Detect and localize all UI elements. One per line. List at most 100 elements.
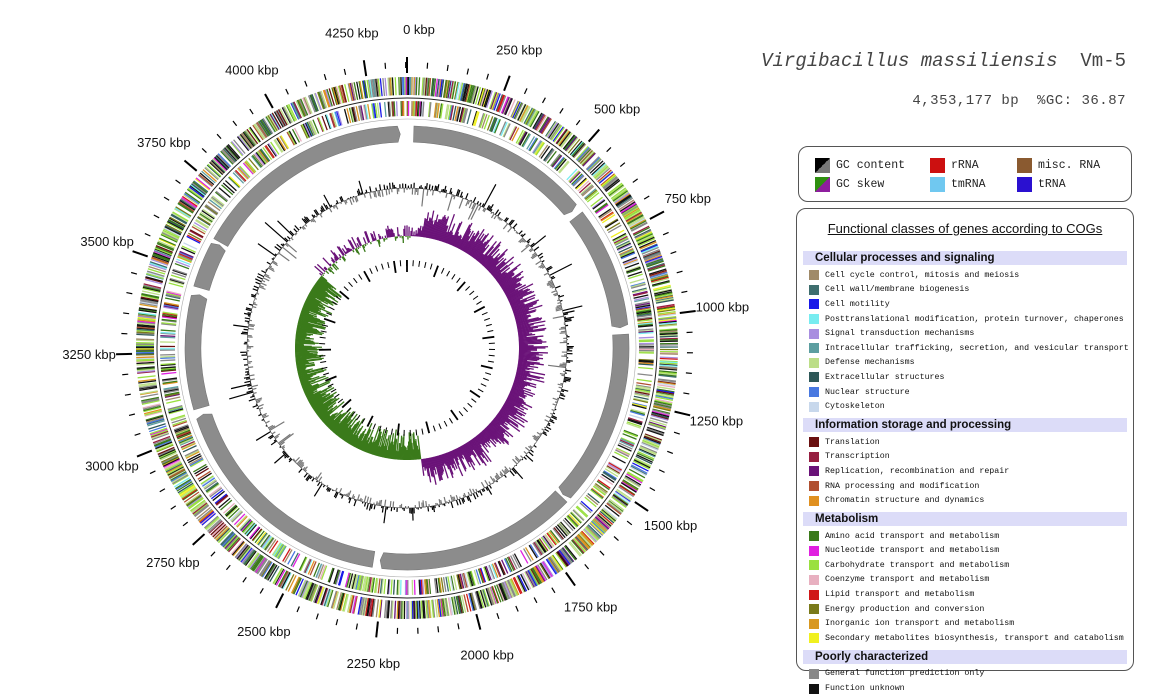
gene-feature [215,494,228,505]
gene-feature [470,592,476,611]
gc-skew-bar [462,240,470,252]
gene-feature [566,515,579,527]
gene-feature [461,107,466,123]
gene-feature [137,370,156,373]
gene-feature [436,78,440,97]
gc-skew-bar [517,326,539,332]
gene-feature [521,572,532,590]
gc-skew-bar [327,413,342,428]
gene-feature [153,438,172,447]
gc-skew-bar [504,283,523,295]
gc-content-bar [360,498,363,502]
gc-content-bar [558,396,565,400]
gene-feature [241,548,254,564]
gc-skew-bar [433,219,440,240]
gc-content-bar [547,423,551,427]
gc-content-bar [365,189,368,194]
gene-feature [239,133,252,149]
gc-content-bar [298,461,304,467]
gene-feature [136,358,155,361]
gene-feature [224,534,238,550]
gene-feature [574,177,587,189]
gene-feature [220,531,235,546]
gene-feature [317,91,325,110]
gc-skew-bar [426,458,430,469]
gene-feature [192,503,208,516]
gene-feature [136,357,155,360]
gc-skew-bar [498,272,515,285]
gene-feature [355,574,360,590]
gc-skew-bar [297,322,326,330]
gene-feature [529,568,540,586]
gene-feature [498,560,506,575]
gc-content-bar [436,184,440,192]
gc-skew-bar [517,366,530,371]
gc-content-bar [554,401,558,404]
gc-skew-bar [513,380,537,389]
gc-skew-bar [355,247,360,255]
gc-skew-bar [518,340,543,343]
gc-content-bar [504,468,509,473]
gene-feature [636,234,654,244]
gene-feature [174,262,190,270]
gene-feature [645,256,663,265]
gc-content-bar [555,307,563,311]
gene-feature [256,531,267,545]
cog-color-swatch [809,314,819,325]
gene-feature [264,537,274,551]
gc-content-bar [501,469,506,475]
gc-content-bar [253,285,259,289]
gc-skew-bar [322,414,331,422]
gene-feature [168,408,184,414]
gene-feature [549,529,561,543]
gene-feature [532,140,543,154]
gene-feature [398,600,401,619]
gc-skew-bar [301,382,311,387]
gene-feature [146,270,165,277]
gene-feature [176,481,193,492]
gene-feature [440,79,445,98]
gene-feature [421,77,424,96]
gc-skew-bar [327,268,332,273]
gene-feature [438,577,443,593]
gc-skew-bar [333,417,348,434]
gene-feature [136,327,155,331]
gc-content-bar [421,188,425,207]
gc-content-bar [512,223,518,229]
gc-content-bar [480,481,486,489]
gc-skew-bar [296,327,324,334]
gc-skew-bar [347,418,365,444]
gc-content-bar [340,195,344,202]
gene-feature [146,271,165,278]
gene-feature [160,366,176,369]
gc-skew-bar [511,303,525,310]
gene-feature [533,541,543,556]
gene-feature [328,568,335,583]
gc-skew-bar [518,359,528,362]
gene-feature [565,136,578,152]
gc-content-bar [268,434,274,439]
gc-content-bar [298,468,303,473]
gc-skew-bar [300,375,326,386]
gene-feature [218,497,231,509]
gene-feature [384,77,388,96]
gene-feature [166,291,182,296]
gc-skew-bar [504,401,527,415]
cog-item-label: Energy production and conversion [825,604,985,614]
gene-feature [313,562,321,577]
major-tick [634,501,649,512]
gc-skew-bar [329,266,333,270]
gene-feature [634,390,650,396]
gc-skew-bar [295,356,317,360]
gc-skew-bar [295,357,324,363]
gc-skew-bar [323,413,335,424]
gene-feature [653,402,672,409]
gene-feature [426,600,430,619]
gene-feature [659,360,678,363]
gene-feature [172,474,189,486]
gc-content-bar [559,394,566,397]
gene-feature [585,190,599,201]
inner-tick [482,335,495,340]
gene-feature [153,250,171,259]
gc-skew-bar [310,290,331,304]
